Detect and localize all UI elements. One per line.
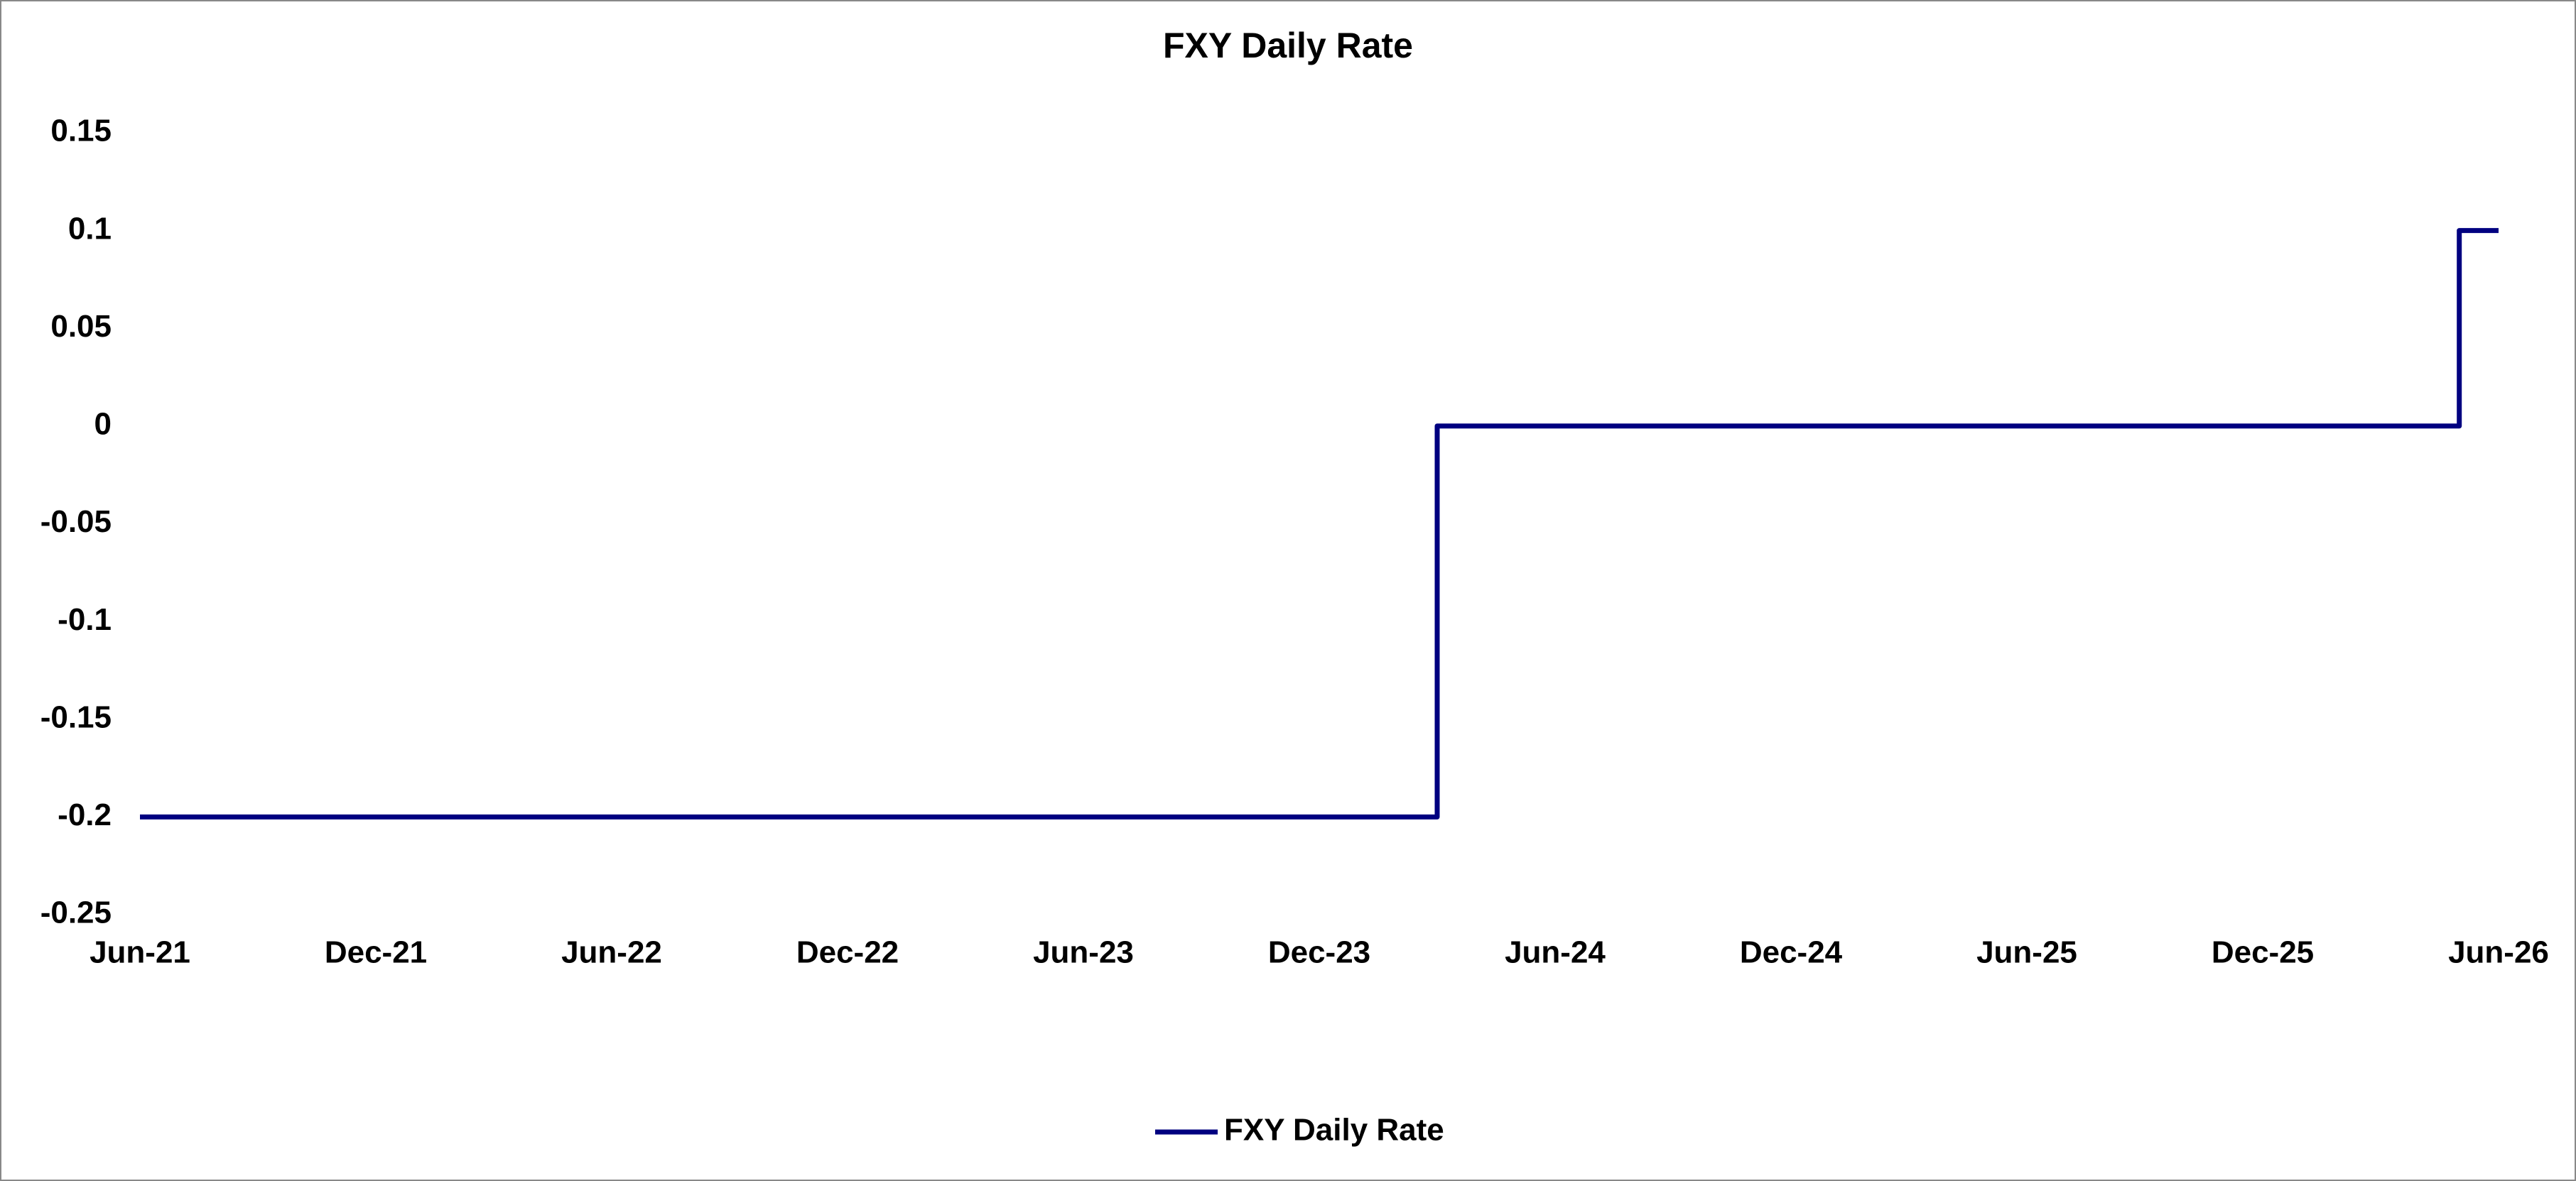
- y-tick-label: -0.15: [40, 700, 112, 734]
- x-tick-label: Dec-24: [1740, 935, 1843, 970]
- x-tick-label: Dec-25: [2212, 935, 2314, 970]
- x-tick-label: Dec-22: [796, 935, 899, 970]
- y-tick-label: -0.2: [58, 798, 112, 832]
- y-tick-label: 0: [94, 407, 112, 442]
- y-tick-label: 0.1: [68, 211, 112, 246]
- x-tick-label: Dec-21: [325, 935, 427, 970]
- x-tick-label: Jun-24: [1505, 935, 1606, 970]
- x-tick-label: Jun-22: [561, 935, 662, 970]
- y-tick-label: -0.1: [58, 602, 112, 637]
- y-tick-label: -0.25: [40, 896, 112, 930]
- chart-title: FXY Daily Rate: [1163, 26, 1413, 65]
- y-tick-label: 0.15: [50, 114, 112, 148]
- x-tick-label: Jun-23: [1033, 935, 1134, 970]
- x-tick-label: Jun-21: [90, 935, 190, 970]
- y-tick-label: -0.05: [40, 504, 112, 539]
- x-tick-label: Jun-26: [2448, 935, 2549, 970]
- x-tick-label: Jun-25: [1976, 935, 2077, 970]
- x-tick-label: Dec-23: [1268, 935, 1370, 970]
- data-line: [140, 228, 2499, 820]
- legend-label: FXY Daily Rate: [1224, 1113, 1444, 1148]
- y-tick-label: 0.05: [50, 309, 112, 344]
